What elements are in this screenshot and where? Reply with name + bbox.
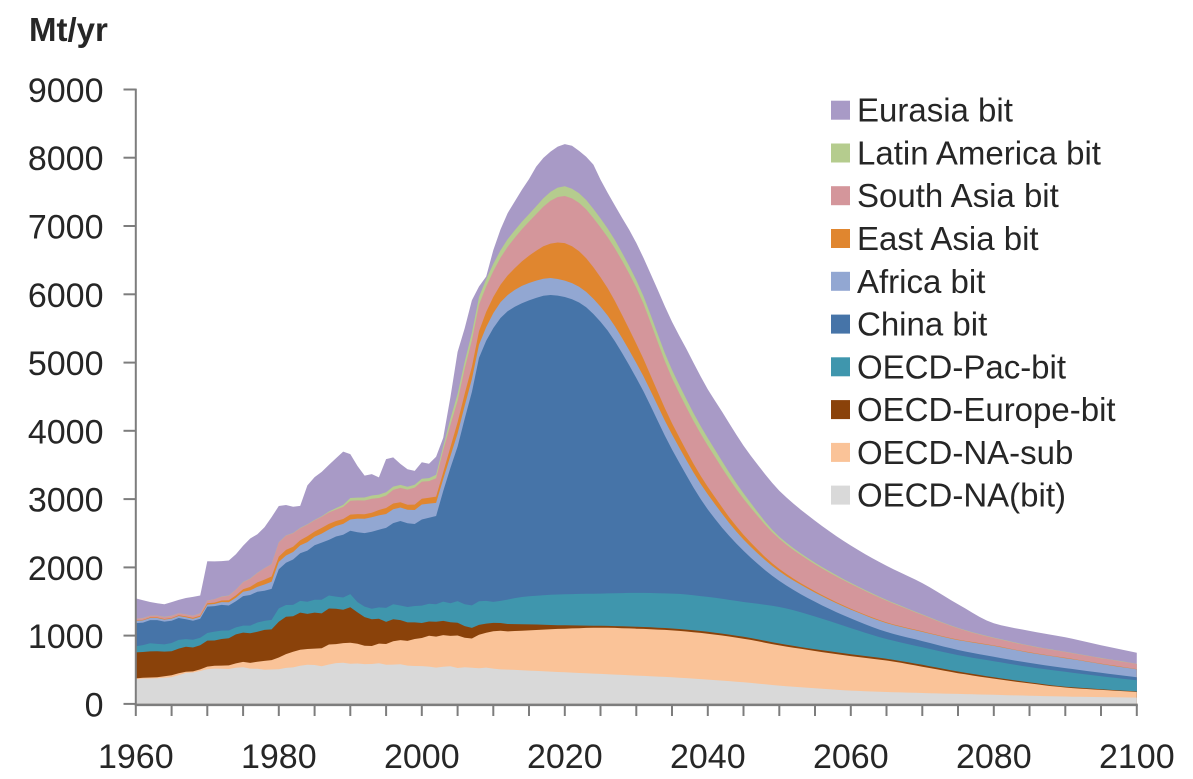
svg-text:OECD-NA-sub: OECD-NA-sub — [857, 434, 1073, 471]
svg-text:0: 0 — [85, 686, 104, 724]
svg-text:2040: 2040 — [670, 738, 746, 776]
svg-text:1960: 1960 — [98, 738, 174, 776]
svg-text:East Asia bit: East Asia bit — [857, 220, 1039, 257]
svg-text:Mt/yr: Mt/yr — [29, 11, 108, 48]
svg-text:8000: 8000 — [28, 140, 104, 178]
svg-text:Eurasia bit: Eurasia bit — [857, 92, 1013, 129]
svg-text:OECD-NA(bit): OECD-NA(bit) — [857, 477, 1066, 514]
svg-text:2080: 2080 — [956, 738, 1032, 776]
svg-text:South Asia bit: South Asia bit — [857, 177, 1059, 214]
svg-text:3000: 3000 — [28, 482, 104, 520]
svg-text:6000: 6000 — [28, 277, 104, 315]
svg-text:2000: 2000 — [28, 550, 104, 588]
svg-text:1980: 1980 — [241, 738, 317, 776]
svg-text:2020: 2020 — [527, 738, 603, 776]
svg-text:2000: 2000 — [384, 738, 460, 776]
svg-text:China bit: China bit — [857, 306, 987, 343]
svg-text:4000: 4000 — [28, 413, 104, 451]
svg-text:OECD-Europe-bit: OECD-Europe-bit — [857, 391, 1116, 428]
svg-text:9000: 9000 — [28, 72, 104, 110]
svg-text:1000: 1000 — [28, 618, 104, 656]
svg-text:Latin America bit: Latin America bit — [857, 135, 1101, 172]
svg-text:2100: 2100 — [1099, 738, 1175, 776]
svg-text:OECD-Pac-bit: OECD-Pac-bit — [857, 348, 1066, 385]
svg-text:5000: 5000 — [28, 345, 104, 383]
svg-text:Africa bit: Africa bit — [857, 263, 985, 300]
svg-text:2060: 2060 — [813, 738, 889, 776]
svg-text:7000: 7000 — [28, 209, 104, 247]
